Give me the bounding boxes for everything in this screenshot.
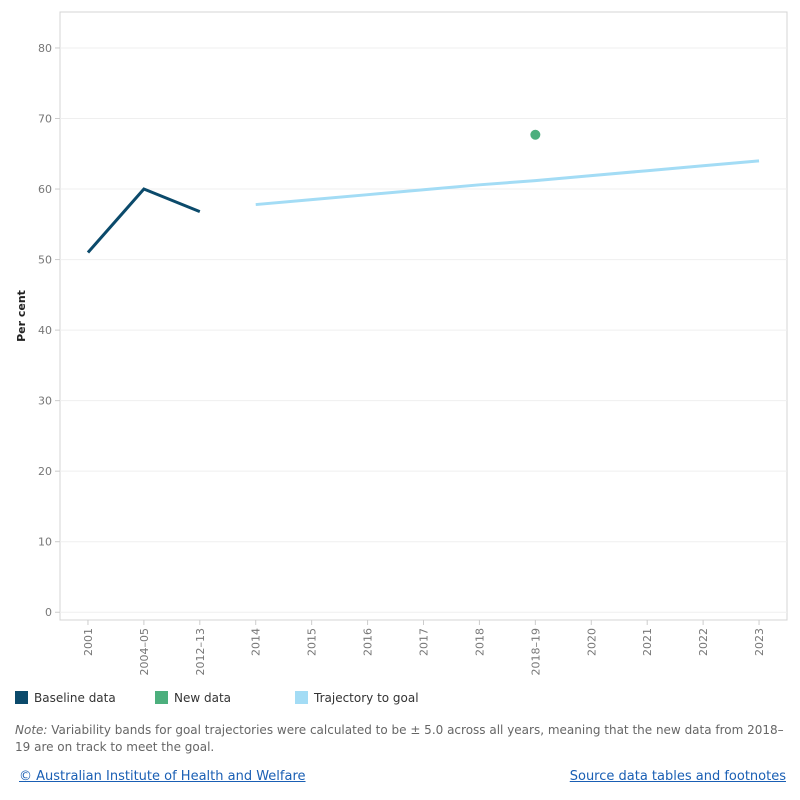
x-tick-label: 2018 (473, 628, 486, 656)
note-label: Note: (15, 723, 48, 737)
legend-item: Baseline data (15, 691, 116, 705)
x-tick-label: 2014 (250, 628, 263, 656)
legend-item: Trajectory to goal (295, 691, 419, 705)
y-tick-label: 70 (38, 113, 52, 126)
x-tick-label: 2017 (418, 628, 431, 656)
chart: Per cent 0 10 20 30 40 50 60 70 80 2001 2004–05 201… (15, 11, 788, 676)
footer-link[interactable]: © Australian Institute of Health and Wel… (19, 769, 306, 784)
x-tick-label: 2001 (82, 628, 95, 656)
x-tick-label: 2016 (362, 628, 375, 656)
y-axis-label: Per cent (15, 290, 28, 342)
x-tick-label: 2020 (585, 628, 598, 656)
x-tick-label: 2012–13 (194, 628, 207, 676)
x-tick-label: 2018–19 (529, 628, 542, 676)
x-tick-label: 2021 (641, 628, 654, 656)
series-line (86, 187, 201, 254)
y-tick-label: 0 (45, 606, 52, 619)
y-tick-label: 50 (38, 254, 52, 267)
legend-swatch (15, 691, 28, 704)
legend-item: New data (155, 691, 231, 705)
y-tick-label: 80 (38, 42, 52, 55)
x-tick-label: 2023 (753, 628, 766, 656)
footer-link[interactable]: Source data tables and footnotes (569, 769, 786, 784)
note-text: Variability bands for goal trajectories … (15, 723, 784, 754)
y-tick-label: 60 (38, 183, 52, 196)
x-tick-label: 2022 (697, 628, 710, 656)
data-point (530, 129, 541, 140)
legend-label: Baseline data (34, 691, 116, 705)
y-tick-label: 20 (38, 465, 52, 478)
series-line (255, 159, 760, 207)
legend-swatch (295, 691, 308, 704)
y-tick-label: 30 (38, 395, 52, 408)
x-tick-label: 2015 (306, 628, 319, 656)
y-tick-label: 10 (38, 536, 52, 549)
legend-swatch (155, 691, 168, 704)
note: Note: Variability bands for goal traject… (15, 722, 790, 756)
plot-frame (59, 11, 788, 621)
legend-label: New data (174, 691, 232, 705)
y-tick-label: 40 (38, 324, 52, 337)
x-tick-label: 2004–05 (138, 628, 151, 676)
legend-label: Trajectory to goal (314, 691, 419, 705)
